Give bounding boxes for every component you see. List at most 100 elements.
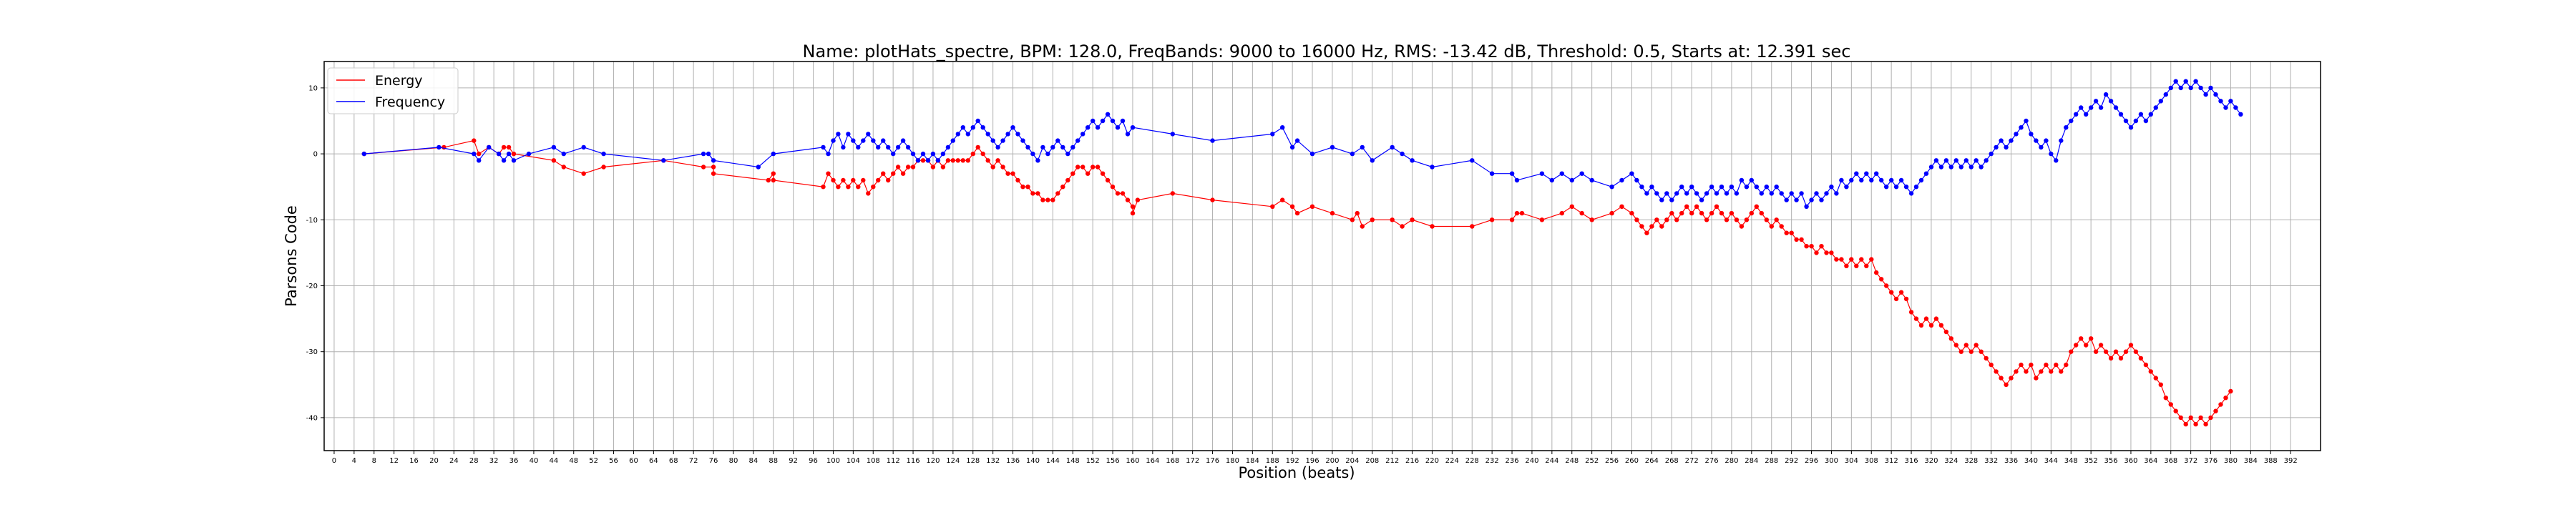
x-tick-label: 8	[372, 457, 376, 465]
energy-point	[1070, 171, 1075, 176]
energy-point	[1410, 217, 1415, 222]
energy-point	[2128, 343, 2134, 348]
frequency-point	[1814, 191, 1819, 196]
frequency-point	[1559, 171, 1564, 176]
energy-point	[1589, 217, 1594, 222]
energy-point	[2133, 349, 2139, 354]
frequency-point	[1918, 177, 1924, 183]
x-tick-label: 144	[1046, 457, 1060, 465]
energy-point	[1864, 263, 1869, 268]
energy-point	[2049, 369, 2054, 374]
energy-point	[1370, 217, 1375, 222]
energy-point	[1050, 197, 1055, 202]
frequency-point	[1884, 185, 1889, 190]
x-tick-label: 300	[1825, 457, 1838, 465]
frequency-point	[1609, 185, 1614, 190]
frequency-point	[551, 144, 557, 150]
x-tick-label: 312	[1885, 457, 1898, 465]
x-tick-label: 256	[1605, 457, 1619, 465]
energy-point	[1859, 257, 1864, 262]
energy-point	[1879, 277, 1884, 282]
energy-point	[1834, 257, 1839, 262]
frequency-point	[1749, 177, 1754, 183]
frequency-point	[2213, 92, 2218, 97]
energy-point	[2019, 362, 2024, 368]
energy-point	[2138, 355, 2144, 361]
y-tick-label: -10	[306, 217, 318, 225]
frequency-point	[1040, 144, 1045, 150]
frequency-point	[1999, 138, 2004, 143]
frequency-point	[2113, 105, 2119, 110]
energy-point	[1569, 204, 1574, 209]
energy-point	[1430, 224, 1435, 229]
energy-point	[1010, 171, 1015, 176]
frequency-point	[2158, 99, 2163, 104]
frequency-point	[1080, 132, 1085, 137]
frequency-point	[935, 158, 941, 163]
frequency-point	[1889, 177, 1894, 183]
frequency-point	[1569, 177, 1574, 183]
energy-point	[1754, 204, 1759, 209]
frequency-point	[361, 151, 366, 157]
frequency-point	[2084, 112, 2089, 117]
frequency-point	[1410, 158, 1415, 163]
energy-point	[1634, 217, 1639, 222]
energy-point	[1669, 210, 1674, 216]
x-tick-label: 48	[569, 457, 578, 465]
energy-point	[1514, 210, 1520, 216]
frequency-point	[1694, 191, 1699, 196]
frequency-point	[1025, 144, 1030, 150]
frequency-point	[1913, 185, 1919, 190]
frequency-point	[1898, 177, 1904, 183]
x-tick-label: 64	[649, 457, 658, 465]
frequency-point	[955, 132, 961, 137]
plot-series	[361, 79, 2243, 427]
x-axis-label: Position (beats)	[1238, 464, 1355, 481]
x-tick-label: 348	[2064, 457, 2078, 465]
energy-point	[711, 165, 716, 170]
energy-point	[1854, 263, 1859, 268]
frequency-point	[2049, 151, 2054, 157]
energy-point	[1724, 217, 1729, 222]
frequency-point	[2054, 158, 2059, 163]
x-tick-label: 112	[887, 457, 900, 465]
energy-point	[2168, 402, 2173, 407]
energy-point	[950, 158, 956, 163]
energy-point	[1390, 217, 1395, 222]
frequency-point	[895, 144, 901, 150]
frequency-point	[1879, 177, 1884, 183]
frequency-point	[1864, 171, 1869, 176]
energy-point	[990, 165, 995, 170]
energy-point	[985, 158, 990, 163]
energy-point	[771, 171, 776, 176]
frequency-point	[915, 158, 921, 163]
frequency-point	[1664, 191, 1669, 196]
energy-point	[2084, 343, 2089, 348]
frequency-point	[2009, 138, 2014, 143]
energy-point	[2024, 369, 2029, 374]
energy-point	[1839, 257, 1844, 262]
energy-point	[1889, 290, 1894, 295]
frequency-point	[1933, 158, 1939, 163]
frequency-point	[1859, 177, 1864, 183]
frequency-point	[1035, 158, 1040, 163]
frequency-point	[2198, 85, 2203, 91]
x-tick-label: 368	[2164, 457, 2177, 465]
frequency-point	[871, 138, 876, 143]
x-tick-label: 344	[2044, 457, 2058, 465]
frequency-point	[1100, 118, 1106, 124]
frequency-point	[1689, 185, 1694, 190]
frequency-point	[2208, 85, 2213, 91]
frequency-point	[2168, 85, 2173, 91]
energy-point	[905, 165, 911, 170]
x-tick-label: 168	[1166, 457, 1179, 465]
frequency-point	[477, 158, 482, 163]
frequency-point	[1974, 158, 1979, 163]
frequency-point	[2218, 99, 2223, 104]
energy-point	[2029, 362, 2034, 368]
x-tick-label: 140	[1026, 457, 1040, 465]
energy-point	[1923, 316, 1929, 321]
frequency-point	[1699, 197, 1704, 202]
frequency-point	[990, 138, 995, 143]
